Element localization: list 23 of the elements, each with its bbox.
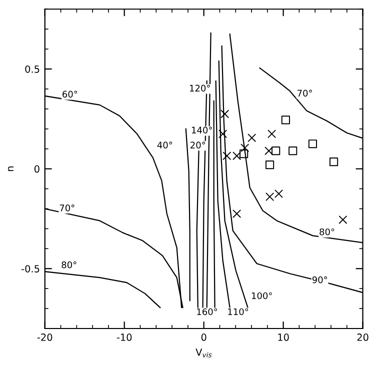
annotation: 80° bbox=[62, 261, 76, 268]
annotation: 70° bbox=[298, 90, 312, 97]
annotation: 110° bbox=[228, 308, 248, 316]
annotation: 80° bbox=[320, 228, 334, 236]
y-tick-label: -0.5 bbox=[22, 265, 40, 272]
x-tick-label: -20 bbox=[37, 334, 52, 341]
x-axis-title: V$_{vis}$ bbox=[196, 348, 212, 358]
annotation: 20° bbox=[190, 142, 206, 148]
y-tick-label: 0 bbox=[34, 165, 40, 173]
annotation: 90° bbox=[312, 276, 328, 284]
y-axis-title: n bbox=[8, 166, 14, 172]
y-tick-label: 0.5 bbox=[25, 65, 40, 73]
x-tick-label: 10 bbox=[278, 334, 289, 341]
annotation: 60° bbox=[62, 90, 78, 98]
x-tick-label: -10 bbox=[116, 334, 132, 341]
annotation: 120° bbox=[190, 84, 210, 92]
annotation: 160° bbox=[197, 308, 218, 316]
x-tick-label: 20 bbox=[357, 334, 368, 341]
x-tick-label: 0 bbox=[201, 334, 206, 341]
annotation: 100° bbox=[252, 292, 272, 300]
annotation: 140° bbox=[192, 126, 212, 134]
annotation: 70° bbox=[60, 204, 74, 212]
annotation: 40° bbox=[157, 142, 172, 148]
